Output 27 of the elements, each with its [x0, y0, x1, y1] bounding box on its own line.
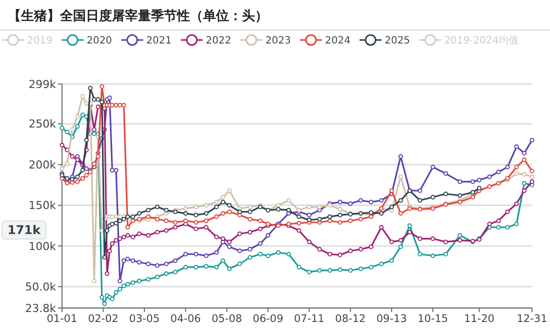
- x-tick-label: 09-13: [376, 313, 407, 325]
- x-tick-label: 06-09: [252, 313, 284, 325]
- legend-label: 2023: [265, 36, 291, 46]
- y-tick-label: 200k: [28, 158, 57, 172]
- x-tick-label: 08-12: [335, 313, 366, 325]
- y-tick-label: 299k: [28, 78, 57, 91]
- y-tick-label: 250k: [28, 118, 57, 131]
- legend-label: 2020: [86, 36, 112, 46]
- text: 171k: [7, 223, 42, 238]
- legend-label: 2024: [325, 36, 350, 46]
- legend-label: 2025: [384, 36, 410, 46]
- x-tick-label: 10-15: [418, 313, 448, 325]
- y-tick-label: 150k: [28, 199, 57, 212]
- x-tick-label: 12-31: [516, 313, 548, 325]
- chart-title: 【生猪】全国日度屠宰量季节性（单位：头）: [8, 8, 268, 24]
- x-tick-label: 05-08: [212, 313, 242, 325]
- x-tick-label: 11-20: [464, 313, 494, 325]
- y-tick-label: 23.8k: [25, 302, 57, 315]
- x-tick-label: 04-06: [170, 313, 202, 325]
- legend-label: 2022: [206, 36, 232, 46]
- y-tick-label: 50.0k: [25, 280, 57, 294]
- x-tick-label: 07-11: [294, 313, 324, 325]
- legend-label: 2021: [146, 36, 172, 46]
- x-tick-label: 03-05: [129, 313, 160, 325]
- y-tick-label: 100k: [28, 240, 57, 253]
- x-tick-label: 01-01: [46, 313, 78, 325]
- x-tick-label: 02-02: [88, 313, 118, 325]
